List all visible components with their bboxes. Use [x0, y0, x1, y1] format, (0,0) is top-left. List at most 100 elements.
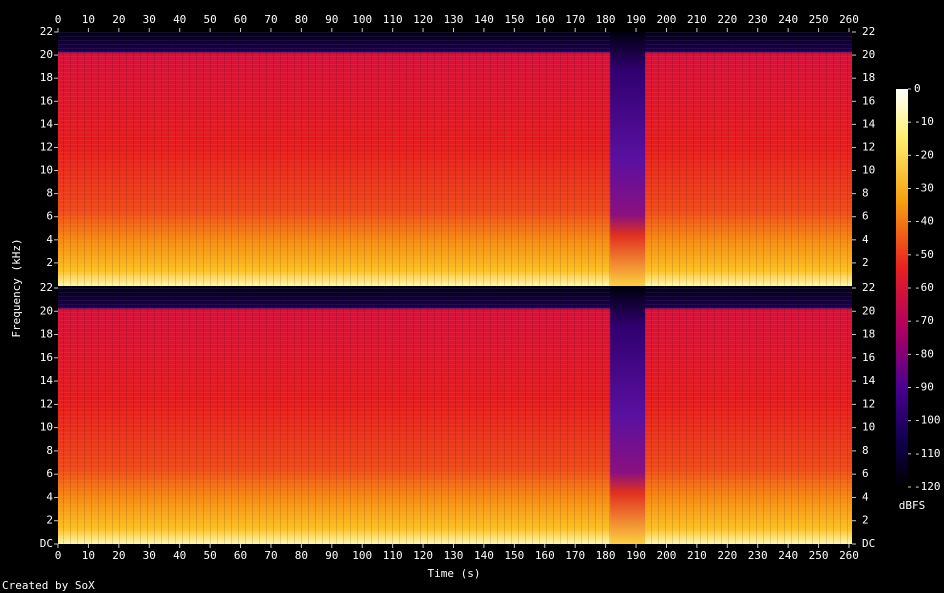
x-tick-label: 180 — [596, 549, 616, 562]
y-tick-label: 8 — [46, 187, 53, 200]
colorbar-tick-label: -60 — [914, 281, 934, 294]
x-tick-label: 150 — [504, 549, 524, 562]
colorbar-tick-label: -10 — [914, 115, 934, 128]
x-tick-label: 190 — [626, 549, 646, 562]
x-tick-label: 70 — [264, 13, 277, 26]
y-tick-label: 4 — [862, 233, 869, 246]
x-tick-label: 210 — [687, 13, 707, 26]
colorbar-tick-label: -70 — [914, 314, 934, 327]
colorbar-label: dBFS — [899, 499, 926, 512]
colorbar-tick-label: -40 — [914, 215, 934, 228]
x-tick-label: 0 — [55, 13, 62, 26]
y-tick-label: 2 — [862, 256, 869, 269]
y-tick-label: 6 — [862, 210, 869, 223]
y-tick-label: 16 — [40, 94, 53, 107]
y-tick-label: 10 — [862, 164, 875, 177]
spectrogram-quiet-section — [610, 32, 646, 286]
y-tick-label: DC — [40, 537, 53, 550]
x-tick-label: 250 — [809, 549, 829, 562]
colorbar-tick-label: -100 — [914, 414, 941, 427]
x-tick-label: 20 — [112, 13, 125, 26]
x-tick-label: 40 — [173, 13, 186, 26]
y-tick-label: 18 — [40, 71, 53, 84]
x-tick-label: 140 — [474, 549, 494, 562]
x-tick-label: 50 — [203, 549, 216, 562]
y-tick-label: 14 — [862, 117, 876, 130]
x-tick-label: 10 — [82, 549, 95, 562]
x-tick-label: 200 — [657, 13, 677, 26]
x-tick-label: 160 — [535, 549, 555, 562]
footer: Created by SoX — [2, 579, 95, 592]
y-tick-label: 8 — [46, 444, 53, 457]
y-tick-label: 6 — [46, 467, 53, 480]
x-tick-label: 30 — [143, 549, 156, 562]
y-tick-label: 8 — [862, 444, 869, 457]
y-tick-label: 22 — [862, 281, 875, 294]
x-tick-label: 110 — [383, 549, 403, 562]
y-tick-label: 16 — [862, 94, 875, 107]
x-axis-label: Time (s) — [428, 567, 481, 580]
y-tick-label: 2 — [862, 514, 869, 527]
x-tick-label: 40 — [173, 549, 186, 562]
y-axis-label: Frequency (kHz) — [10, 238, 23, 337]
y-tick-label: 20 — [40, 48, 53, 61]
x-tick-label: 200 — [657, 549, 677, 562]
x-tick-label: 110 — [383, 13, 403, 26]
y-tick-label: 10 — [40, 421, 53, 434]
y-tick-label: 22 — [40, 281, 53, 294]
colorbar-tick-label: -120 — [914, 480, 941, 493]
x-tick-label: 220 — [717, 549, 737, 562]
y-tick-label: 20 — [40, 304, 53, 317]
x-tick-label: 120 — [413, 549, 433, 562]
x-tick-label: 90 — [325, 13, 338, 26]
y-tick-label: 14 — [40, 117, 54, 130]
y-tick-label: 18 — [40, 328, 53, 341]
colorbar-tick-label: -110 — [914, 447, 941, 460]
x-tick-label: 140 — [474, 13, 494, 26]
spectrogram-quiet-section — [610, 288, 646, 544]
x-tick-label: 50 — [203, 13, 216, 26]
y-tick-label: 6 — [46, 210, 53, 223]
y-tick-label: 8 — [862, 187, 869, 200]
x-tick-label: 130 — [444, 549, 464, 562]
colorbar-tick-label: 0 — [914, 82, 921, 95]
y-tick-label: 18 — [862, 328, 875, 341]
y-tick-label: 20 — [862, 304, 875, 317]
y-tick-label: DC — [862, 537, 875, 550]
y-tick-label: 12 — [40, 397, 53, 410]
y-tick-label: 22 — [40, 25, 53, 38]
colorbar-tick-label: -80 — [914, 347, 934, 360]
x-tick-label: 30 — [143, 13, 156, 26]
y-tick-label: 20 — [862, 48, 875, 61]
spectrogram-texture — [58, 32, 852, 286]
x-tick-label: 10 — [82, 13, 95, 26]
y-tick-label: 14 — [862, 374, 876, 387]
x-tick-label: 60 — [234, 549, 247, 562]
x-tick-label: 190 — [626, 13, 646, 26]
y-tick-label: 2 — [46, 256, 53, 269]
y-tick-label: 4 — [46, 233, 53, 246]
y-tick-label: 2 — [46, 514, 53, 527]
y-tick-label: 4 — [862, 490, 869, 503]
x-tick-label: 240 — [778, 549, 798, 562]
x-tick-label: 90 — [325, 549, 338, 562]
x-tick-label: 260 — [839, 549, 859, 562]
x-tick-label: 180 — [596, 13, 616, 26]
colorbar — [896, 89, 908, 487]
x-tick-label: 120 — [413, 13, 433, 26]
x-tick-label: 70 — [264, 549, 277, 562]
y-tick-label: 22 — [862, 25, 875, 38]
x-tick-label: 100 — [352, 549, 372, 562]
y-tick-label: 10 — [40, 164, 53, 177]
x-tick-label: 130 — [444, 13, 464, 26]
x-tick-label: 60 — [234, 13, 247, 26]
x-tick-label: 150 — [504, 13, 524, 26]
y-tick-label: 16 — [862, 351, 875, 364]
x-tick-label: 80 — [295, 549, 308, 562]
y-tick-label: 16 — [40, 351, 53, 364]
x-tick-label: 250 — [809, 13, 829, 26]
y-tick-label: 4 — [46, 490, 53, 503]
colorbar-tick-label: -20 — [914, 148, 934, 161]
colorbar-tick-label: -30 — [914, 182, 934, 195]
